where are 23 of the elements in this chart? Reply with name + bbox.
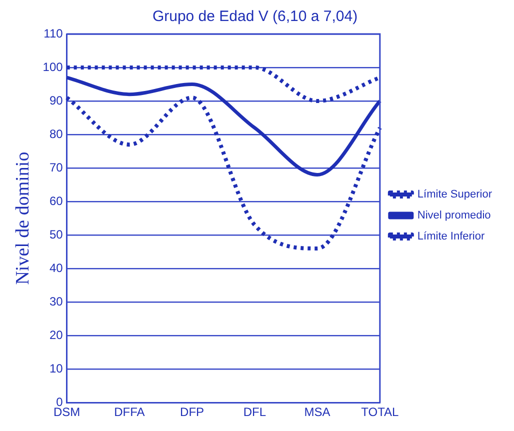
y-tick-label: 70 (49, 160, 64, 174)
y-tick-label: 110 (44, 26, 64, 40)
y-tick-label: 80 (49, 126, 64, 141)
x-tick-label: MSA (304, 405, 330, 420)
y-tick-label: 10 (49, 361, 64, 376)
line-series (64, 96, 382, 250)
y-tick-label: 90 (49, 93, 64, 108)
y-tick-label: 50 (49, 227, 64, 242)
line-series (65, 76, 382, 176)
chart-title: Grupo de Edad V (6,10 a 7,04) (152, 8, 358, 26)
x-tick-label: DFP (180, 405, 204, 420)
y-tick-label: 40 (49, 260, 64, 275)
x-tick-label: DFL (243, 405, 266, 420)
legend-label: Límite Superior (417, 188, 492, 201)
legend-label: Límite Inferior (417, 230, 485, 243)
legend-label: Nivel promedio (417, 210, 491, 222)
y-tick-label: 20 (49, 328, 64, 342)
x-tick-label: DFFA (114, 405, 145, 420)
y-tick-label: 60 (49, 194, 64, 208)
y-tick-label: 100 (42, 60, 64, 74)
y-tick-label: 30 (49, 294, 64, 308)
x-tick-label: TOTAL (361, 405, 400, 420)
y-axis-title: Nivel de dominio (12, 152, 34, 285)
